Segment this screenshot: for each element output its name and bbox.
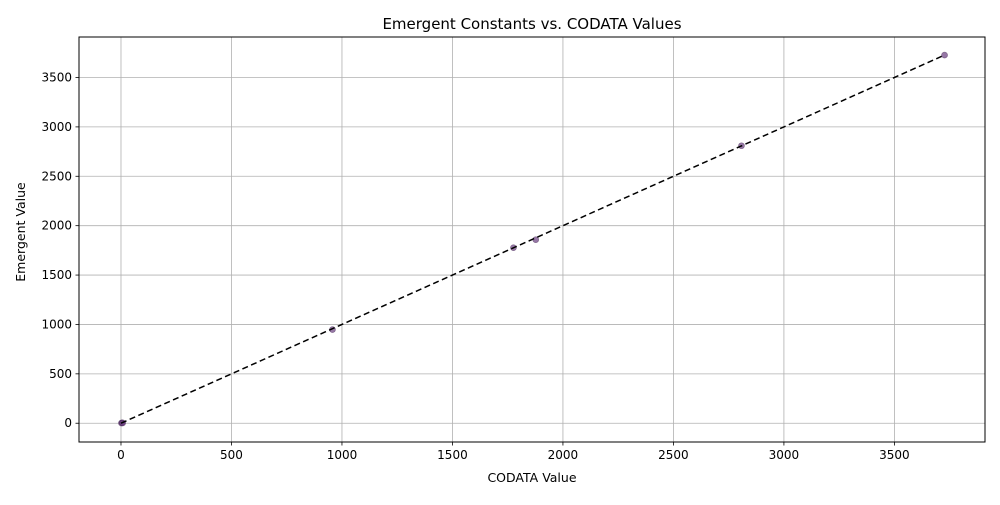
grid <box>79 37 985 442</box>
y-tick-label: 500 <box>49 367 72 381</box>
x-axis-ticks: 0 500 1000 1500 2000 2500 3000 3500 <box>117 442 910 462</box>
x-tick-label: 2000 <box>548 448 579 462</box>
x-tick-label: 1500 <box>437 448 468 462</box>
y-tick-label: 2000 <box>41 219 72 233</box>
x-tick-label: 500 <box>220 448 243 462</box>
x-tick-label: 3500 <box>879 448 910 462</box>
y-tick-label: 3000 <box>41 120 72 134</box>
y-tick-label: 1500 <box>41 268 72 282</box>
reference-line-group <box>120 54 945 424</box>
reference-line <box>120 54 945 424</box>
y-tick-label: 0 <box>64 416 72 430</box>
y-axis-ticks: 0 500 1000 1500 2000 2500 3000 3500 <box>41 71 79 430</box>
data-point <box>941 51 948 59</box>
x-tick-label: 3000 <box>769 448 800 462</box>
y-tick-label: 1000 <box>41 317 72 331</box>
y-tick-label: 3500 <box>41 71 72 85</box>
x-tick-label: 1000 <box>327 448 358 462</box>
plot-area-frame <box>78 36 986 443</box>
x-tick-label: 2500 <box>658 448 689 462</box>
x-tick-label: 0 <box>117 448 125 462</box>
y-axis-label: Emergent Value <box>13 182 28 282</box>
x-axis-label: CODATA Value <box>487 470 576 485</box>
y-tick-label: 2500 <box>41 169 72 183</box>
chart-title: Emergent Constants vs. CODATA Values <box>382 15 681 33</box>
